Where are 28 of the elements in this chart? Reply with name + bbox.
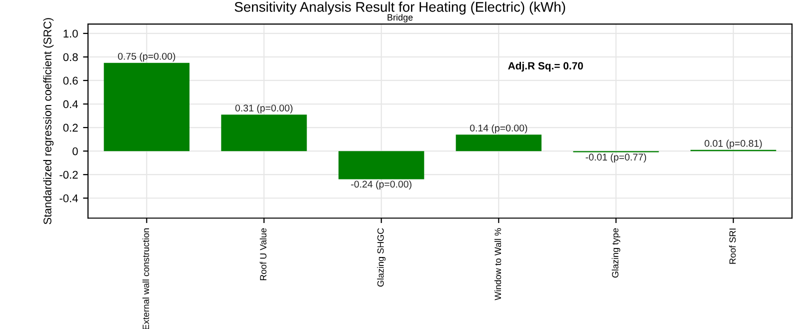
y-tick-label: 0	[72, 147, 78, 156]
x-tick-label: Glazing SHGC	[377, 228, 386, 287]
y-tick-label: -0.2	[60, 170, 78, 179]
y-tick-label: 0.4	[63, 100, 78, 108]
data-label: -0.01 (p=0.77)	[586, 153, 646, 162]
data-label: 0.75 (p=0.00)	[118, 52, 176, 62]
x-tick-label: External wall construction	[142, 228, 150, 329]
data-label: -0.24 (p=0.00)	[351, 180, 412, 190]
annotation: Adj.R Sq.= 0.70	[508, 62, 583, 72]
y-tick-label: 1.0	[64, 30, 78, 38]
bar	[456, 134, 542, 152]
bar	[221, 114, 307, 152]
chart-subtitle: Bridge	[388, 14, 413, 22]
y-tick-label: 0.6	[63, 76, 78, 85]
x-tick-label: Roof U Value	[260, 228, 266, 280]
bar	[104, 62, 190, 152]
x-tick-label: Roof SRI	[729, 228, 736, 264]
chart-title: Sensitivity Analysis Result for Heating (Electric) (kWh)	[234, 2, 566, 15]
data-label: 0.31 (p=0.00)	[235, 104, 292, 114]
y-tick-label: 0.2	[63, 124, 78, 132]
bar	[338, 151, 424, 180]
data-label: 0.14 (p=0.00)	[470, 124, 528, 134]
x-tick-label: Glazing type	[612, 228, 620, 278]
y-axis-title: Standardized regression coefficient (SRC)	[43, 18, 54, 224]
y-tick-label: -0.4	[60, 194, 78, 202]
x-tick-label: Window to Wall %	[494, 228, 502, 300]
y-tick-label: 0.8	[63, 53, 78, 62]
data-label: 0.01 (p=0.81)	[704, 140, 762, 149]
